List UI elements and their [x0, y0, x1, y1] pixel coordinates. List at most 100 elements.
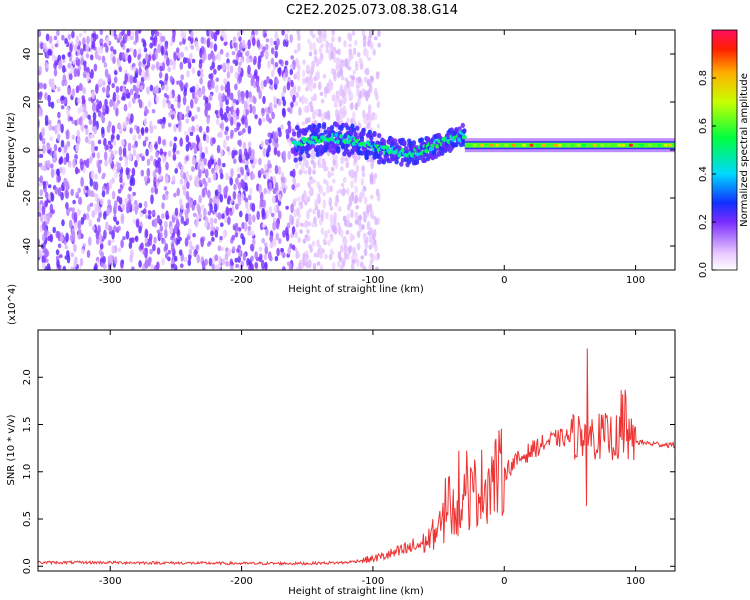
heatmap-cell [287, 107, 291, 113]
heatmap-cell [248, 147, 252, 155]
heatmap-cell [342, 157, 346, 162]
snr-x-tick-label: -200 [230, 576, 253, 587]
heatmap-cell [143, 200, 148, 209]
heatmap-cell [232, 225, 237, 231]
heatmap-cell [117, 188, 122, 194]
heatmap-cell [320, 227, 325, 235]
heatmap-cell [259, 199, 264, 208]
heatmap-cell [48, 35, 53, 44]
heatmap-cell [187, 259, 192, 266]
snr-x-tick-label: -100 [362, 576, 385, 587]
heatmap-cell [157, 135, 162, 145]
heatmap-cell [322, 37, 327, 42]
heatmap-cell [226, 62, 230, 72]
heatmap-cell [127, 35, 131, 42]
heatmap-cell [339, 189, 344, 194]
heatmap-cell [281, 91, 285, 98]
heatmap-cell [226, 71, 231, 79]
heatmap-cell [151, 53, 156, 60]
heatmap-cell [269, 79, 273, 86]
heatmap-cell [236, 167, 241, 173]
heatmap-cell [424, 148, 429, 154]
heatmap-cell [62, 65, 66, 73]
heatmap-cell [185, 171, 190, 179]
heatmap-cell [282, 150, 287, 159]
heatmap-cell [162, 156, 166, 164]
heatmap-cell [77, 97, 81, 104]
heatmap-cell [295, 266, 300, 270]
heatmap-cell [132, 66, 137, 72]
heatmap-cell [336, 222, 341, 227]
heatmap-cell [129, 254, 133, 263]
heatmap-cell [174, 224, 178, 234]
heatmap-cell [159, 232, 163, 239]
heatmap-cell [348, 43, 352, 48]
heatmap-cell [114, 150, 118, 155]
heatmap-cell [290, 82, 295, 88]
heatmap-cell [230, 129, 234, 137]
heatmap-cell [214, 264, 219, 270]
heatmap-cell [179, 137, 183, 147]
heatmap-cell [184, 46, 189, 51]
heatmap-cell [87, 114, 91, 120]
heatmap-cell [274, 164, 279, 175]
heatmap-cell [480, 143, 484, 147]
heatmap-cell [145, 214, 149, 219]
heatmap-cell [207, 102, 211, 111]
heatmap-cell [312, 178, 316, 184]
heatmap-cell [372, 228, 377, 238]
heatmap-cell [173, 52, 177, 61]
heatmap-cell [38, 91, 42, 101]
heatmap-cell [267, 60, 271, 69]
heatmap-cell [657, 143, 662, 147]
heatmap-cell [120, 259, 124, 269]
heatmap-cell [274, 255, 279, 262]
heatmap-cell [146, 158, 151, 166]
heatmap-cell [317, 248, 321, 258]
heatmap-cell [82, 44, 87, 52]
heatmap-cell [89, 71, 94, 80]
heatmap-cell [111, 229, 115, 240]
heatmap-cell [317, 160, 321, 166]
heatmap-cell [230, 168, 234, 178]
heatmap-cell [41, 127, 45, 137]
heatmap-cell [334, 200, 339, 206]
heatmap-y-tick-label: 40 [22, 48, 33, 61]
heatmap-cell [165, 210, 169, 220]
heatmap-cell [177, 52, 181, 58]
heatmap-cell [83, 30, 87, 34]
heatmap-cell [281, 30, 285, 36]
heatmap-cell [137, 30, 142, 34]
heatmap-cell [269, 235, 274, 243]
heatmap-cell [362, 41, 367, 48]
heatmap-cell [170, 263, 175, 268]
heatmap-cell [38, 70, 41, 76]
heatmap-cell [295, 91, 300, 99]
heatmap-cell [329, 248, 334, 254]
heatmap-cell [218, 255, 222, 265]
colorbar-tick-label: 0.6 [698, 118, 709, 134]
heatmap-cell [252, 37, 256, 47]
heatmap-cell [315, 58, 320, 67]
heatmap-cell [360, 178, 365, 186]
heatmap-cell [222, 229, 227, 239]
heatmap-cell [232, 111, 236, 118]
heatmap-cell [94, 173, 98, 180]
heatmap-cell [346, 213, 350, 222]
heatmap-cell [566, 143, 571, 147]
heatmap-cell [246, 168, 250, 173]
heatmap-cell [354, 185, 358, 195]
heatmap-cell [306, 81, 311, 91]
heatmap-cell [50, 163, 54, 169]
heatmap-cell [56, 133, 61, 142]
heatmap-cell [252, 214, 256, 223]
heatmap-cell [130, 174, 134, 184]
snr-panel: -300 -200 -100 0 100 0.0 0.5 1.0 1.5 2.0 Height … [6, 284, 676, 597]
heatmap-cell [195, 134, 200, 143]
heatmap-cell [189, 131, 194, 136]
heatmap-cell [258, 89, 262, 100]
heatmap-cell [218, 184, 222, 195]
heatmap-cell [180, 74, 184, 81]
heatmap-cell [261, 117, 266, 123]
heatmap-cell [592, 143, 597, 147]
